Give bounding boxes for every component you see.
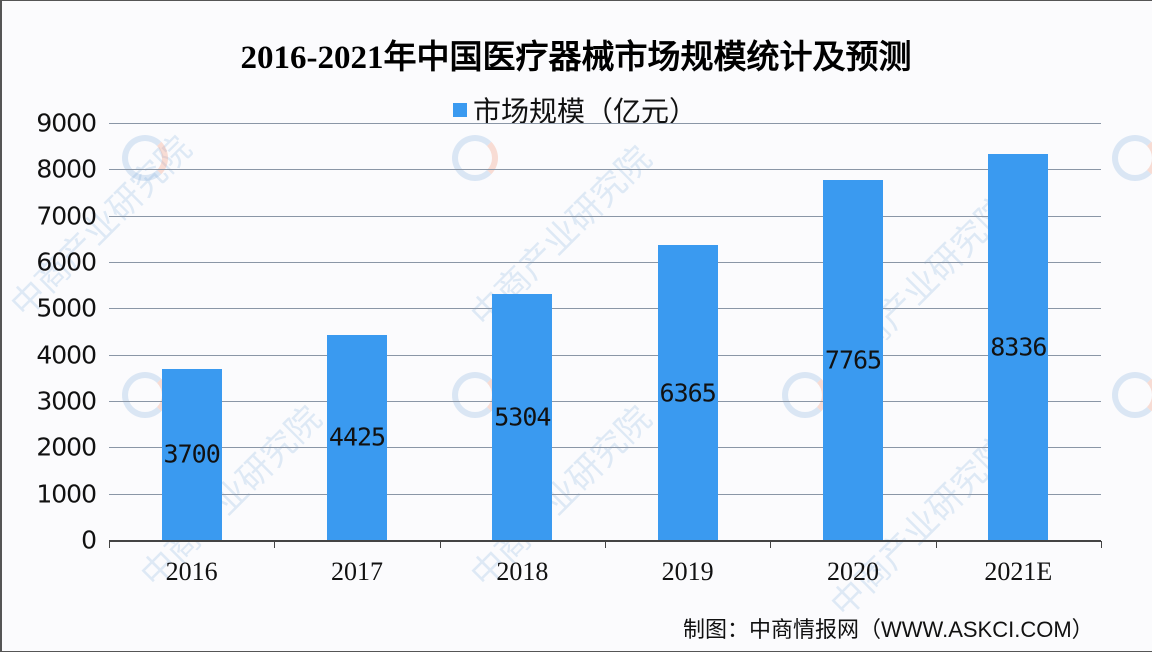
bar-2016 xyxy=(161,368,222,540)
x-tick-mark xyxy=(109,541,110,548)
gridline xyxy=(109,262,1101,263)
source-note: 制图：中商情报网（WWW.ASKCI.COM） xyxy=(683,617,1094,642)
gridline xyxy=(109,447,1101,449)
x-tick-label: 2017 xyxy=(331,557,383,586)
gridline xyxy=(109,169,1101,171)
x-tick-mark xyxy=(1101,541,1102,548)
x-tick-label: 2020 xyxy=(827,557,879,586)
y-tick-label: 5000 xyxy=(36,293,97,323)
gridline xyxy=(109,215,1101,217)
legend-label: 市场规模（亿元） xyxy=(473,96,698,127)
x-tick-mark xyxy=(770,541,772,548)
bar-2019 xyxy=(657,245,718,540)
x-tick-mark xyxy=(439,541,441,548)
x-tick-label: 2018 xyxy=(496,557,549,586)
x-tick-mark xyxy=(605,541,606,548)
legend-swatch xyxy=(453,103,467,117)
gridline xyxy=(109,401,1101,402)
y-tick-label: 9000 xyxy=(36,108,97,138)
bar-2018 xyxy=(492,294,553,540)
y-tick-label: 4000 xyxy=(36,340,97,370)
bar-2017 xyxy=(327,334,387,540)
x-tick-label: 2021E xyxy=(984,557,1053,586)
y-tick-label: 0 xyxy=(81,525,97,555)
bar-data-label: 8336 xyxy=(990,332,1047,362)
gridline xyxy=(109,308,1101,310)
bar-data-label: 3700 xyxy=(163,439,221,469)
y-tick-label: 8000 xyxy=(36,154,97,184)
y-tick-label: 6000 xyxy=(36,247,97,277)
x-tick-label: 2016 xyxy=(165,557,218,586)
gridline xyxy=(109,493,1101,495)
x-tick-label: 2019 xyxy=(661,557,714,586)
bar-2020 xyxy=(823,180,883,540)
y-tick-label: 2000 xyxy=(36,432,97,462)
chart-title: 2016-2021年中国医疗器械市场规模统计及预测 xyxy=(240,40,912,76)
x-tick-mark xyxy=(274,541,276,548)
bar-2021E xyxy=(988,153,1049,540)
gridline xyxy=(109,123,1101,124)
gridline xyxy=(109,354,1101,356)
bar-data-label: 6365 xyxy=(659,378,717,408)
bar-data-label: 4425 xyxy=(328,422,386,452)
y-tick-label: 3000 xyxy=(36,386,97,416)
legend: 市场规模（亿元） xyxy=(453,90,697,130)
y-tick-label: 7000 xyxy=(36,201,97,231)
plot-area: 3700 4425 5304 6365 7765 8336 xyxy=(109,123,1101,542)
bar-data-label: 7765 xyxy=(824,345,882,375)
bar-data-label: 5304 xyxy=(494,402,551,432)
x-tick-mark xyxy=(935,541,937,548)
y-tick-label: 1000 xyxy=(36,479,97,509)
